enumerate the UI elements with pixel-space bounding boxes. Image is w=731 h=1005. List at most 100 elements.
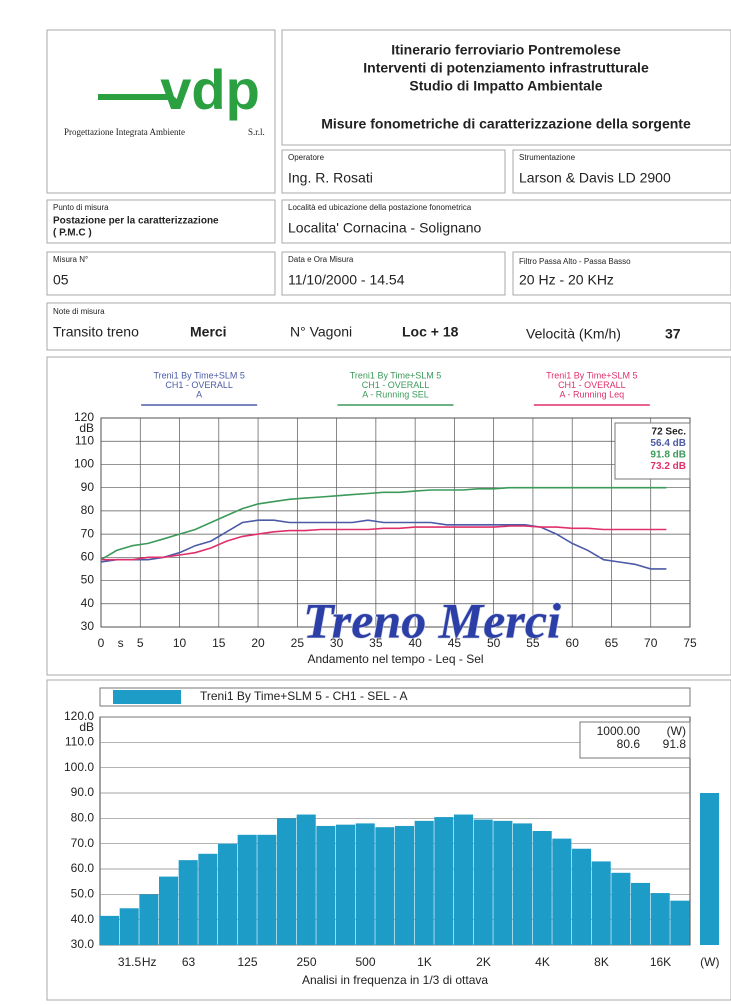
y-tick-label: 30 xyxy=(81,619,95,633)
field-box xyxy=(512,149,731,194)
field-label: Località ed ubicazione della postazione … xyxy=(288,203,472,212)
y-tick-label: 40.0 xyxy=(71,912,95,926)
readout: 1000.00 xyxy=(597,724,641,738)
y-tick-label: 50.0 xyxy=(71,887,95,901)
bar xyxy=(119,908,139,945)
legend-swatch xyxy=(113,690,181,704)
x-tick-label: 30 xyxy=(330,636,344,650)
legend-source: Treni1 By Time+SLM 5 xyxy=(350,370,441,380)
y-tick-label: 100.0 xyxy=(64,760,94,774)
x-tick-label: 40 xyxy=(408,636,422,650)
legend-label: A - Running SEL xyxy=(362,389,429,399)
y-tick-label: 90 xyxy=(81,480,95,494)
x-tick-label: 75 xyxy=(683,636,697,650)
readout: 73.2 dB xyxy=(650,461,686,472)
bar xyxy=(473,819,493,945)
note: Loc + 18 xyxy=(402,324,459,340)
x-tick-label: 2K xyxy=(476,955,491,969)
bar xyxy=(316,825,336,945)
x-tick-label: 20 xyxy=(251,636,265,650)
bar xyxy=(591,861,611,945)
company: Progettazione Integrata Ambiente xyxy=(64,127,185,137)
field-value: ( P.M.C ) xyxy=(53,228,92,239)
field-label: Strumentazione xyxy=(519,153,576,162)
readout: 56.4 dB xyxy=(650,438,686,449)
x-tick-label: 125 xyxy=(237,955,257,969)
note: Merci xyxy=(190,324,227,340)
x-tick-label: 25 xyxy=(291,636,305,650)
note: Transito treno xyxy=(53,324,139,340)
x-tick-label: 500 xyxy=(355,955,375,969)
series-line xyxy=(100,519,667,570)
x-tick-label: 250 xyxy=(296,955,316,969)
bar xyxy=(139,894,159,945)
x-tick-label: 65 xyxy=(605,636,619,650)
bar xyxy=(434,817,454,945)
field-label: Filtro Passa Alto - Passa Basso xyxy=(519,257,631,266)
bar xyxy=(650,893,670,945)
bar xyxy=(277,818,297,945)
y-tick-label: 50 xyxy=(81,573,95,587)
field-value: 11/10/2000 - 14.54 xyxy=(288,272,405,288)
bar xyxy=(631,882,651,945)
bar xyxy=(700,793,720,945)
legend-source: CH1 - OVERALL xyxy=(558,380,626,390)
readout: 91.8 xyxy=(663,737,687,751)
bar xyxy=(395,825,415,945)
field-box xyxy=(46,251,276,296)
title-box xyxy=(281,29,731,146)
bar xyxy=(100,915,120,945)
y-tick-label: 30.0 xyxy=(71,937,95,951)
readout-box xyxy=(614,422,691,480)
x-unit: Hz xyxy=(142,955,157,969)
x-tick-label: 5 xyxy=(137,636,144,650)
title: Studio di Impatto Ambientale xyxy=(409,78,602,94)
readout: 72 Sec. xyxy=(652,427,687,438)
readout: (W) xyxy=(667,724,686,738)
logo: vdp xyxy=(160,58,260,121)
bar xyxy=(257,834,277,945)
y-tick-label: 40 xyxy=(81,596,95,610)
y-tick-label: 70.0 xyxy=(71,836,95,850)
x-axis-label: Analisi in frequenza in 1/3 di ottava xyxy=(302,973,488,987)
y-tick-label: 120 xyxy=(74,410,94,424)
readout-box xyxy=(579,721,691,759)
note: Velocità (Km/h) xyxy=(526,326,621,342)
bar xyxy=(296,814,316,945)
notes-label: Note di misura xyxy=(53,307,105,316)
x-tick-label: 35 xyxy=(369,636,383,650)
x-tick-label: 15 xyxy=(212,636,226,650)
legend-source: CH1 - OVERALL xyxy=(362,380,430,390)
bar xyxy=(159,876,179,945)
legend-label: A xyxy=(196,389,202,399)
field-box xyxy=(512,251,731,296)
bar xyxy=(552,838,572,945)
field-box xyxy=(281,199,731,244)
x-tick-label: 31.5 xyxy=(118,955,142,969)
bar xyxy=(375,827,395,945)
field-box xyxy=(46,199,276,244)
field-label: Data e Ora Misura xyxy=(288,255,354,264)
bar xyxy=(454,814,474,945)
y-tick-label: 70 xyxy=(81,526,95,540)
subtitle: Misure fonometriche di caratterizzazione… xyxy=(321,116,691,132)
x-tick-label: 0 xyxy=(98,636,105,650)
bar xyxy=(218,843,238,945)
x-tick-label: 16K xyxy=(650,955,671,969)
field-label: Misura N° xyxy=(53,255,88,264)
bar xyxy=(513,823,533,945)
field-label: Punto di misura xyxy=(53,203,109,212)
field-value: Larson & Davis LD 2900 xyxy=(519,170,671,186)
legend-source: CH1 - OVERALL xyxy=(165,380,233,390)
y-tick-label: 120.0 xyxy=(64,709,94,723)
series-line xyxy=(100,486,667,561)
bar xyxy=(237,834,257,945)
y-tick-label: 60 xyxy=(81,550,95,564)
field-value: Ing. R. Rosati xyxy=(288,170,373,186)
x-tick-label: 8K xyxy=(594,955,609,969)
y-unit: dB xyxy=(79,720,94,734)
x-tick-label: 63 xyxy=(182,955,196,969)
bar xyxy=(355,823,375,945)
x-tick-label: 50 xyxy=(487,636,501,650)
